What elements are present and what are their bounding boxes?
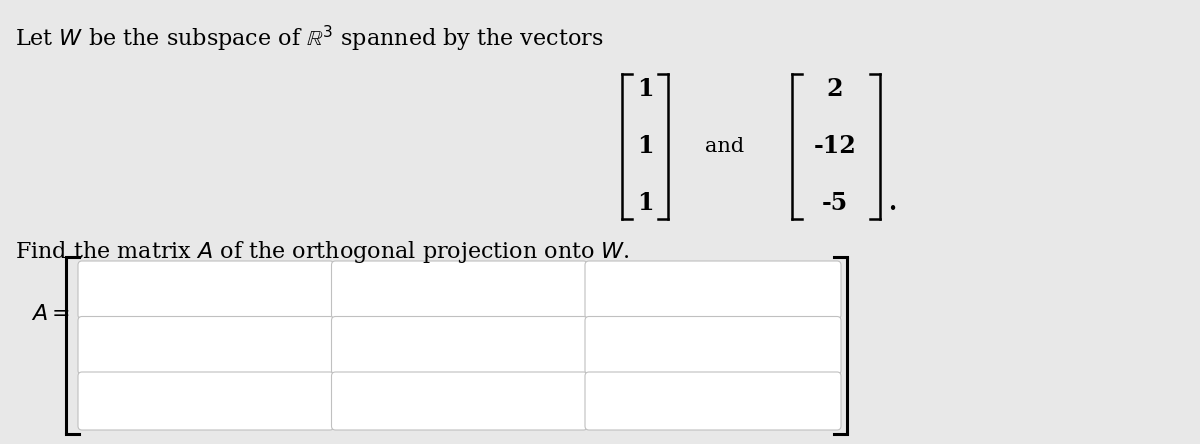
Text: Let $W$ be the subspace of $\mathbb{R}^3$ spanned by the vectors: Let $W$ be the subspace of $\mathbb{R}^3… xyxy=(14,24,604,54)
Text: .: . xyxy=(888,191,896,215)
Text: 1: 1 xyxy=(637,77,653,101)
FancyBboxPatch shape xyxy=(586,261,841,319)
Text: 1: 1 xyxy=(637,134,653,158)
FancyBboxPatch shape xyxy=(331,317,588,374)
FancyBboxPatch shape xyxy=(331,372,588,430)
Text: -12: -12 xyxy=(814,134,857,158)
FancyBboxPatch shape xyxy=(78,317,334,374)
FancyBboxPatch shape xyxy=(78,261,334,319)
Text: and: and xyxy=(706,136,744,155)
FancyBboxPatch shape xyxy=(331,261,588,319)
Text: $A =$: $A =$ xyxy=(31,303,70,325)
FancyBboxPatch shape xyxy=(78,372,334,430)
Text: 2: 2 xyxy=(827,77,844,101)
Text: 1: 1 xyxy=(637,191,653,215)
FancyBboxPatch shape xyxy=(586,317,841,374)
Text: -5: -5 xyxy=(822,191,848,215)
FancyBboxPatch shape xyxy=(586,372,841,430)
Text: Find the matrix $A$ of the orthogonal projection onto $W$.: Find the matrix $A$ of the orthogonal pr… xyxy=(14,239,630,265)
